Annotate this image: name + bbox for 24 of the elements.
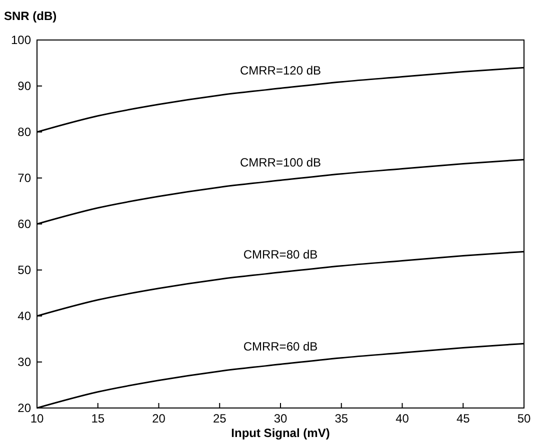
y-tick-label: 90 <box>18 78 32 93</box>
x-tick-label: 15 <box>91 412 105 426</box>
y-tick-label: 70 <box>18 170 32 185</box>
x-axis-title: Input Signal (mV) <box>231 426 330 440</box>
x-tick-label: 50 <box>517 412 531 426</box>
series-label: CMRR=80 dB <box>243 247 318 262</box>
series-label: CMRR=100 dB <box>240 155 322 170</box>
x-tick-label: 25 <box>212 412 227 426</box>
x-tick-label: 30 <box>274 412 288 426</box>
y-tick-label: 30 <box>18 354 32 369</box>
y-tick-label: 60 <box>18 216 32 231</box>
x-tick-label: 40 <box>396 412 410 426</box>
series-label: CMRR=60 dB <box>243 339 318 354</box>
y-tick-label: 50 <box>18 262 32 277</box>
series-label: CMRR=120 dB <box>240 63 322 78</box>
y-tick-label: 80 <box>18 124 32 139</box>
x-tick-label: 10 <box>30 412 44 426</box>
x-tick-label: 45 <box>456 412 470 426</box>
y-tick-label: 100 <box>10 32 32 47</box>
y-tick-label: 20 <box>18 400 32 415</box>
y-axis-title: SNR (dB) <box>4 9 57 23</box>
y-tick-label: 40 <box>18 308 32 323</box>
x-tick-label: 20 <box>152 412 166 426</box>
x-tick-label: 35 <box>334 412 348 426</box>
